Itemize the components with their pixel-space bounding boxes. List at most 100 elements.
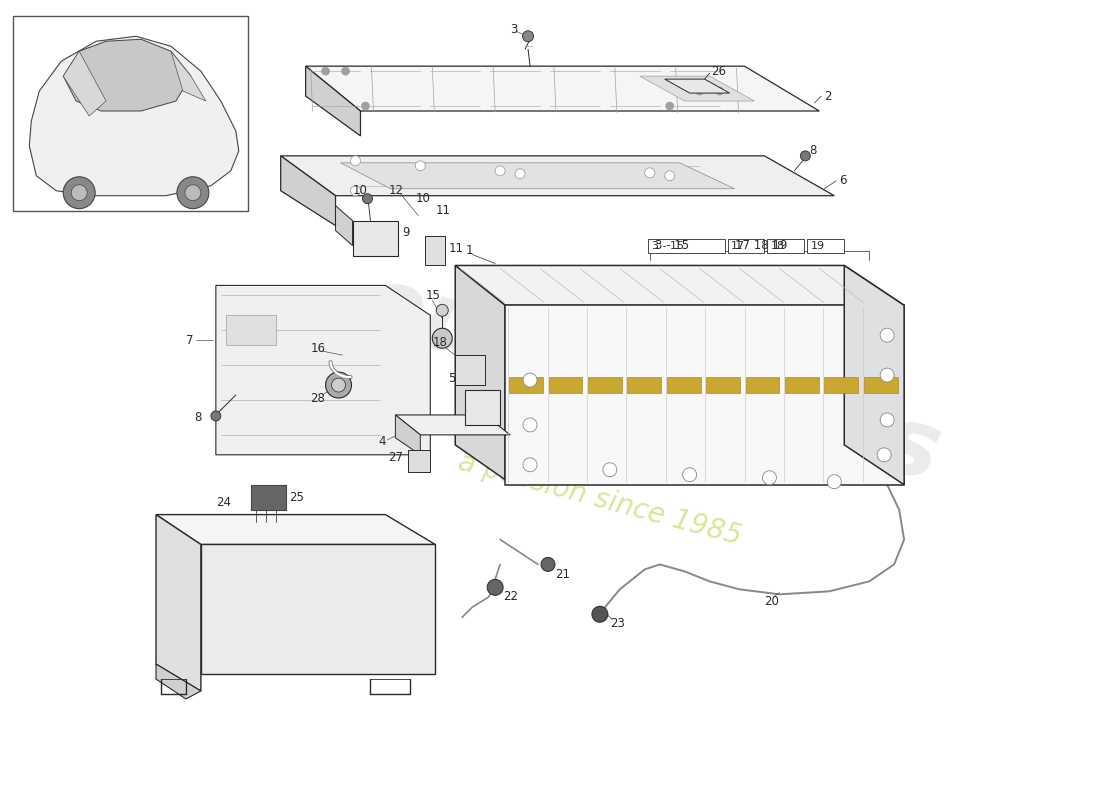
Circle shape — [185, 185, 201, 201]
Polygon shape — [156, 514, 201, 691]
Circle shape — [695, 87, 704, 95]
FancyBboxPatch shape — [13, 16, 247, 210]
Circle shape — [603, 462, 617, 477]
Polygon shape — [201, 545, 436, 674]
Circle shape — [362, 102, 370, 110]
Polygon shape — [455, 355, 485, 385]
Polygon shape — [341, 163, 735, 189]
Polygon shape — [667, 377, 701, 393]
Circle shape — [762, 470, 777, 485]
Polygon shape — [395, 415, 510, 435]
Text: 8: 8 — [810, 144, 816, 158]
Circle shape — [524, 373, 537, 387]
Polygon shape — [727, 238, 764, 253]
Text: 19: 19 — [811, 241, 825, 250]
Polygon shape — [587, 377, 621, 393]
Text: 7: 7 — [186, 334, 194, 346]
Text: 12: 12 — [388, 184, 404, 198]
Polygon shape — [280, 156, 336, 226]
Text: 26: 26 — [712, 65, 727, 78]
Circle shape — [541, 558, 556, 571]
Polygon shape — [864, 377, 898, 393]
Circle shape — [487, 579, 503, 595]
Circle shape — [801, 151, 811, 161]
Polygon shape — [845, 266, 904, 485]
Circle shape — [592, 606, 608, 622]
Text: 17 18 19: 17 18 19 — [735, 239, 786, 252]
Circle shape — [437, 304, 449, 316]
Text: 3 - 15: 3 - 15 — [654, 239, 689, 252]
Circle shape — [363, 194, 373, 204]
Text: 22: 22 — [503, 590, 518, 603]
Polygon shape — [306, 66, 820, 111]
Circle shape — [341, 67, 350, 75]
Text: 28: 28 — [310, 391, 326, 405]
Circle shape — [351, 156, 361, 166]
Polygon shape — [251, 485, 286, 510]
Polygon shape — [408, 450, 430, 472]
Text: 15: 15 — [426, 289, 440, 302]
Polygon shape — [627, 377, 661, 393]
Polygon shape — [156, 514, 436, 545]
Text: 10: 10 — [352, 184, 367, 198]
Circle shape — [351, 186, 361, 196]
Text: 21: 21 — [556, 568, 570, 581]
Polygon shape — [306, 66, 361, 136]
Polygon shape — [648, 238, 725, 253]
Text: 2: 2 — [824, 90, 832, 102]
Text: 27: 27 — [388, 451, 404, 464]
Polygon shape — [509, 377, 543, 393]
Circle shape — [716, 87, 724, 95]
Polygon shape — [280, 156, 834, 196]
Text: eurospares: eurospares — [350, 258, 950, 502]
Polygon shape — [156, 664, 201, 699]
Circle shape — [522, 30, 534, 42]
Circle shape — [524, 418, 537, 432]
Text: 24: 24 — [216, 496, 231, 509]
Polygon shape — [426, 235, 446, 266]
Text: 11: 11 — [436, 204, 450, 217]
Circle shape — [211, 411, 221, 421]
Polygon shape — [768, 238, 804, 253]
Polygon shape — [63, 39, 191, 111]
Circle shape — [666, 102, 673, 110]
Polygon shape — [785, 377, 818, 393]
Text: 18: 18 — [770, 241, 784, 250]
Text: 4: 4 — [378, 435, 386, 448]
Polygon shape — [63, 51, 106, 116]
Text: 3 - 15: 3 - 15 — [651, 241, 684, 250]
Circle shape — [495, 166, 505, 176]
Polygon shape — [455, 266, 904, 306]
Text: 17: 17 — [730, 241, 745, 250]
Polygon shape — [336, 206, 352, 246]
Polygon shape — [505, 306, 904, 485]
Text: 20: 20 — [764, 594, 779, 608]
Polygon shape — [549, 377, 582, 393]
Circle shape — [524, 458, 537, 472]
Polygon shape — [216, 286, 430, 455]
Text: 25: 25 — [288, 491, 304, 504]
Circle shape — [880, 328, 894, 342]
Polygon shape — [395, 415, 420, 455]
Polygon shape — [226, 315, 276, 345]
Circle shape — [880, 368, 894, 382]
Text: 1: 1 — [465, 244, 473, 257]
Text: 8: 8 — [194, 411, 201, 425]
Polygon shape — [170, 51, 206, 101]
Circle shape — [827, 474, 842, 489]
Text: 18: 18 — [432, 336, 448, 349]
Polygon shape — [746, 377, 780, 393]
Polygon shape — [640, 76, 755, 101]
Circle shape — [321, 67, 330, 75]
Polygon shape — [664, 79, 729, 93]
Circle shape — [63, 177, 96, 209]
Text: 23: 23 — [609, 617, 625, 630]
Circle shape — [326, 372, 352, 398]
Circle shape — [880, 413, 894, 427]
Circle shape — [877, 448, 891, 462]
Circle shape — [664, 170, 674, 181]
Circle shape — [515, 169, 525, 178]
Polygon shape — [455, 266, 505, 480]
Circle shape — [683, 468, 696, 482]
Circle shape — [416, 161, 426, 170]
